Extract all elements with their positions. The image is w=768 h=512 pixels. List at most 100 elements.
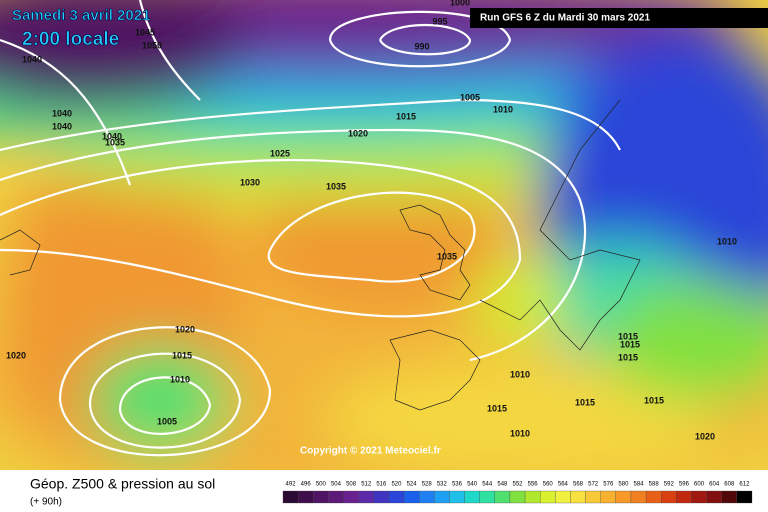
isobar-label: 1050 [142,40,162,50]
legend-swatch [721,490,738,504]
legend-level: 600 [694,482,705,488]
legend-level: 532 [437,482,448,488]
isobar-labels: 1000995990104510501040104010401040103510… [6,0,737,441]
legend-swatch [524,490,541,504]
legend-swatch [282,490,299,504]
legend-level: 500 [316,482,327,488]
legend-level: 536 [452,482,463,488]
legend-swatch [449,490,465,504]
isobar-label: 1010 [493,104,513,114]
isobar-label: 1045 [135,27,155,37]
legend-level: 552 [512,482,523,488]
legend-swatch [358,490,374,504]
isobar-label: 1015 [618,331,638,341]
isobar-label: 1035 [326,181,346,191]
legend-level: 504 [331,482,342,488]
legend-swatch [676,490,692,504]
isobar-label: 1015 [620,339,640,349]
legend-level: 576 [603,482,614,488]
legend-swatch [328,490,344,504]
legend-level: 544 [482,482,493,488]
date: Samedi 3 avril 2021 [12,7,150,24]
isobar-label: 1035 [105,137,125,147]
legend-swatch [585,490,601,504]
legend-swatch [464,490,480,504]
legend-swatch [600,490,616,504]
legend-level: 560 [543,482,554,488]
isobar-label: 1040 [102,131,122,141]
legend-level: 608 [724,482,735,488]
legend-swatch [736,490,753,504]
isobar-label: 1010 [510,369,530,379]
isobar-label: 1015 [575,397,595,407]
legend-swatch [645,490,662,504]
legend-level: 588 [649,482,660,488]
legend-swatch [706,490,722,504]
isobar-label: 1005 [157,416,177,426]
legend-level: 548 [497,482,508,488]
local-time: 2:00 locale [22,29,119,50]
isobar-label: 1025 [270,148,290,158]
legend-swatch [509,490,526,504]
legend-swatch [691,490,707,504]
legend-swatch [555,490,571,504]
isobar-label: 1040 [22,54,42,64]
legend-level: 524 [407,482,418,488]
isobar-label: 995 [432,16,447,26]
legend-swatch [388,490,405,504]
legend-level: 508 [346,482,357,488]
isobar-label: 1015 [618,352,638,362]
legend-level: 596 [679,482,690,488]
legend-swatch [494,490,511,504]
isobar-label: 990 [414,41,429,51]
legend-level: 528 [422,482,433,488]
legend-level: 564 [558,482,569,488]
isobar-label: 1005 [460,92,480,102]
isobar-label: 1015 [487,403,507,413]
legend-swatch [540,490,556,504]
legend-level: 584 [634,482,645,488]
legend-swatch [419,490,435,504]
isobar-label: 1020 [175,324,195,334]
legend-swatch [479,490,495,504]
isobar-label: 1010 [717,236,737,246]
footer-title: Géop. Z500 & pression au sol [30,476,215,492]
legend-level: 516 [376,482,387,488]
legend-level: 492 [286,482,297,488]
legend-swatch [661,490,677,504]
legend-level: 512 [361,482,372,488]
legend-swatch [615,490,632,504]
legend-level: 568 [573,482,584,488]
legend-level: 496 [301,482,312,488]
legend-swatch [403,490,420,504]
copyright: Copyright © 2021 Meteociel.fr [300,446,441,457]
footer-lead: (+ 90h) [30,497,62,508]
legend-level: 612 [739,482,750,488]
isobar-label: 1040 [52,121,72,131]
isobar-label: 1020 [695,431,715,441]
legend: 492 496 500 504 508 512 516 520 524 528 532 536 540 5… [282,482,753,504]
isobar-label: 1040 [52,108,72,118]
legend-swatch [434,490,450,504]
legend-level: 540 [467,482,478,488]
legend-level: 592 [664,482,675,488]
run-info: Run GFS 6 Z du Mardi 30 mars 2021 [480,13,650,24]
legend-level: 604 [709,482,720,488]
isobar-label: 1015 [644,395,664,405]
isobar-label: 1015 [396,111,416,121]
legend-level: 520 [391,482,402,488]
legend-swatch [343,490,359,504]
legend-level: 556 [528,482,539,488]
isobar-label: 1000 [450,0,470,7]
legend-level: 572 [588,482,599,488]
isobar-label: 1030 [240,177,260,187]
isobar-label: 1010 [510,428,530,438]
isobar-label: 1010 [170,374,190,384]
legend-level: 580 [618,482,629,488]
legend-swatch [297,490,314,504]
isobar-label: 1020 [348,128,368,138]
legend-swatch [373,490,390,504]
